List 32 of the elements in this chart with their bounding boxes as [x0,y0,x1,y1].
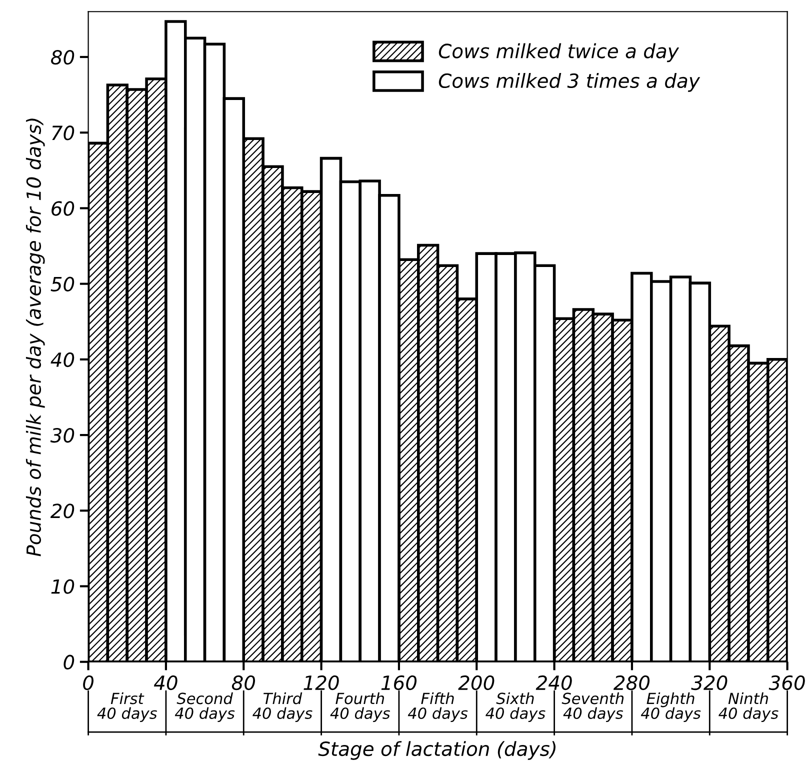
x-axis-title: Stage of lactation (days) [318,741,556,760]
y-tick-label: 10 [51,579,74,594]
y-tick-label: 50 [50,276,74,292]
text: Seventh 40 days [562,692,624,722]
legend-label: Cows milked 3 times a day [438,73,700,92]
x-tick-label: 320 [691,675,728,690]
y-axis-title: Pounds of milk per day (average for 10 days) [26,118,45,556]
y-tick-label: 60 [52,201,74,216]
y-tick-label: 30 [50,428,74,443]
y-tick-label: 70 [52,126,74,140]
x-tick-label: 160 [381,675,417,690]
y-tick-label: 40 [50,352,74,368]
x-tick-label: 200 [458,675,494,690]
y-tick-label: 0 [64,654,74,670]
x-tick-label: 0 [83,675,94,690]
x-tick-label: 40 [154,675,178,690]
legend-label: Cows milked twice a day [438,43,680,62]
text: Fourth 40 days [330,692,390,722]
x-tick-label: 360 [768,675,805,690]
y-tick-label: 80 [51,50,74,65]
text: First 40 days [97,692,157,722]
text: Fifth 40 days [408,692,468,722]
text: Ninth 40 days [718,692,778,722]
x-tick-label: 280 [614,675,650,690]
y-tick-label: 20 [50,504,74,518]
x-tick-label: 240 [536,675,572,690]
text: Second 40 days [174,692,235,722]
text: Sixth 40 days [486,692,546,722]
text: Third 40 days [252,692,312,722]
x-tick-label: 80 [232,675,256,690]
text: Eighth 40 days [640,692,701,722]
x-tick-label: 120 [304,675,339,690]
